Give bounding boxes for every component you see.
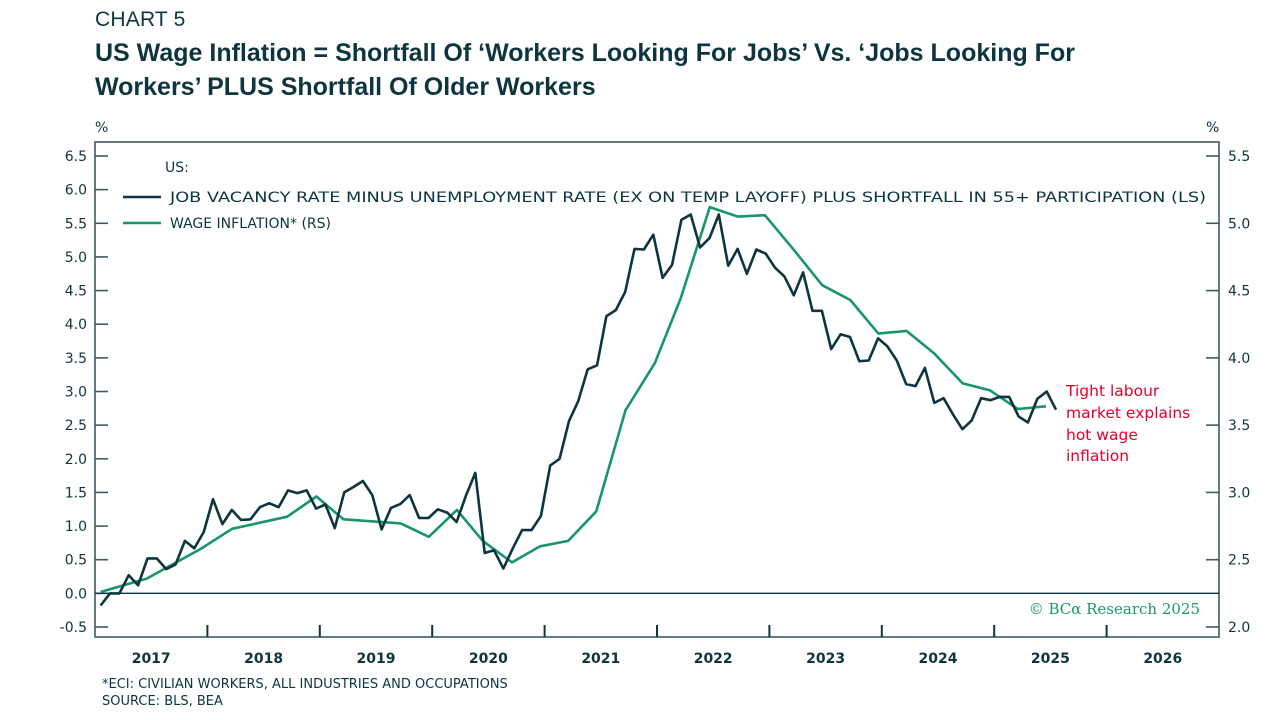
chart-title-line-2: Workers’ PLUS Shortfall Of Older Workers [95,73,596,101]
chart-title: US Wage Inflation = Shortfall Of ‘Worker… [95,36,1195,104]
right-tick-label: 3.5 [1228,418,1250,434]
left-tick-label: 2.0 [65,452,87,468]
x-axis: 2017 2018 2019 2020 2021 2022 2023 2024 2025 2026 [132,625,1182,667]
left-tick-label: 3.5 [65,351,87,367]
left-tick-label: 3.0 [65,385,87,401]
x-tick-label: 2026 [1143,651,1182,667]
left-axis-unit: % [95,120,108,136]
legend-entry-job-vacancy: JOB VACANCY RATE MINUS UNEMPLOYMENT RATE… [169,190,1206,206]
legend-entry-wage-inflation: WAGE INFLATION* (RS) [170,216,331,232]
x-tick-label: 2018 [244,651,283,667]
x-tick-label: 2025 [1031,651,1070,667]
right-tick-label: 2.5 [1228,553,1250,569]
right-tick-label: 4.5 [1228,284,1250,300]
job-vacancy-gap-line [99,213,1058,607]
footnote-source: SOURCE: BLS, BEA [102,694,223,709]
legend-heading: US: [165,160,189,176]
left-tick-label: 4.5 [65,284,87,300]
job-vacancy-gap-points [101,214,1057,605]
chart-title-line-1: US Wage Inflation = Shortfall Of ‘Worker… [95,39,1075,67]
left-tick-label: 2.5 [65,418,87,434]
x-tick-label: 2021 [581,651,620,667]
left-tick-label: 1.5 [65,485,87,501]
right-tick-label: 5.5 [1228,149,1250,165]
left-tick-label: 0.5 [65,553,87,569]
right-tick-label: 5.0 [1228,216,1250,232]
legend: US: JOB VACANCY RATE MINUS UNEMPLOYMENT … [123,160,1206,232]
right-axis-unit: % [1206,120,1219,136]
right-tick-label: 2.0 [1228,620,1250,636]
chart-kicker: CHART 5 [95,8,186,31]
bca-credit: © BCα Research 2025 [1029,600,1200,618]
x-tick-label: 2023 [806,651,845,667]
annotation: Tight labour market explains hot wage in… [1065,382,1190,465]
annotation-line-3: hot wage [1066,426,1138,444]
left-tick-label: 1.0 [65,519,87,535]
x-tick-label: 2022 [694,651,733,667]
footnote-eci: *ECI: CIVILIAN WORKERS, ALL INDUSTRIES A… [102,677,508,692]
left-tick-label: 4.0 [65,317,87,333]
left-tick-label: 6.0 [65,183,87,199]
left-tick-label: 0.0 [65,586,87,602]
right-axis: 2.0 2.5 3.0 3.5 4.0 4.5 5.0 5.5 [1206,149,1250,636]
footnote: *ECI: CIVILIAN WORKERS, ALL INDUSTRIES A… [102,676,508,710]
x-tick-label: 2020 [469,651,508,667]
right-tick-label: 3.0 [1228,485,1250,501]
right-tick-label: 4.0 [1228,351,1250,367]
x-tick-label: 2019 [357,651,396,667]
x-tick-label: 2024 [919,651,958,667]
wage-inflation-line [100,205,1047,594]
annotation-line-1: Tight labour [1065,382,1160,400]
left-axis: -0.5 0.0 0.5 1.0 1.5 2.0 2.5 3.0 3.5 4.0 4.5 5.0 5.5… [60,149,108,636]
left-tick-label: -0.5 [60,620,87,636]
x-tick-label: 2017 [132,651,171,667]
annotation-line-2: market explains [1066,404,1190,422]
left-tick-label: 5.5 [65,216,87,232]
left-tick-label: 6.5 [65,149,87,165]
left-tick-label: 5.0 [65,250,87,266]
annotation-line-4: inflation [1066,447,1129,465]
